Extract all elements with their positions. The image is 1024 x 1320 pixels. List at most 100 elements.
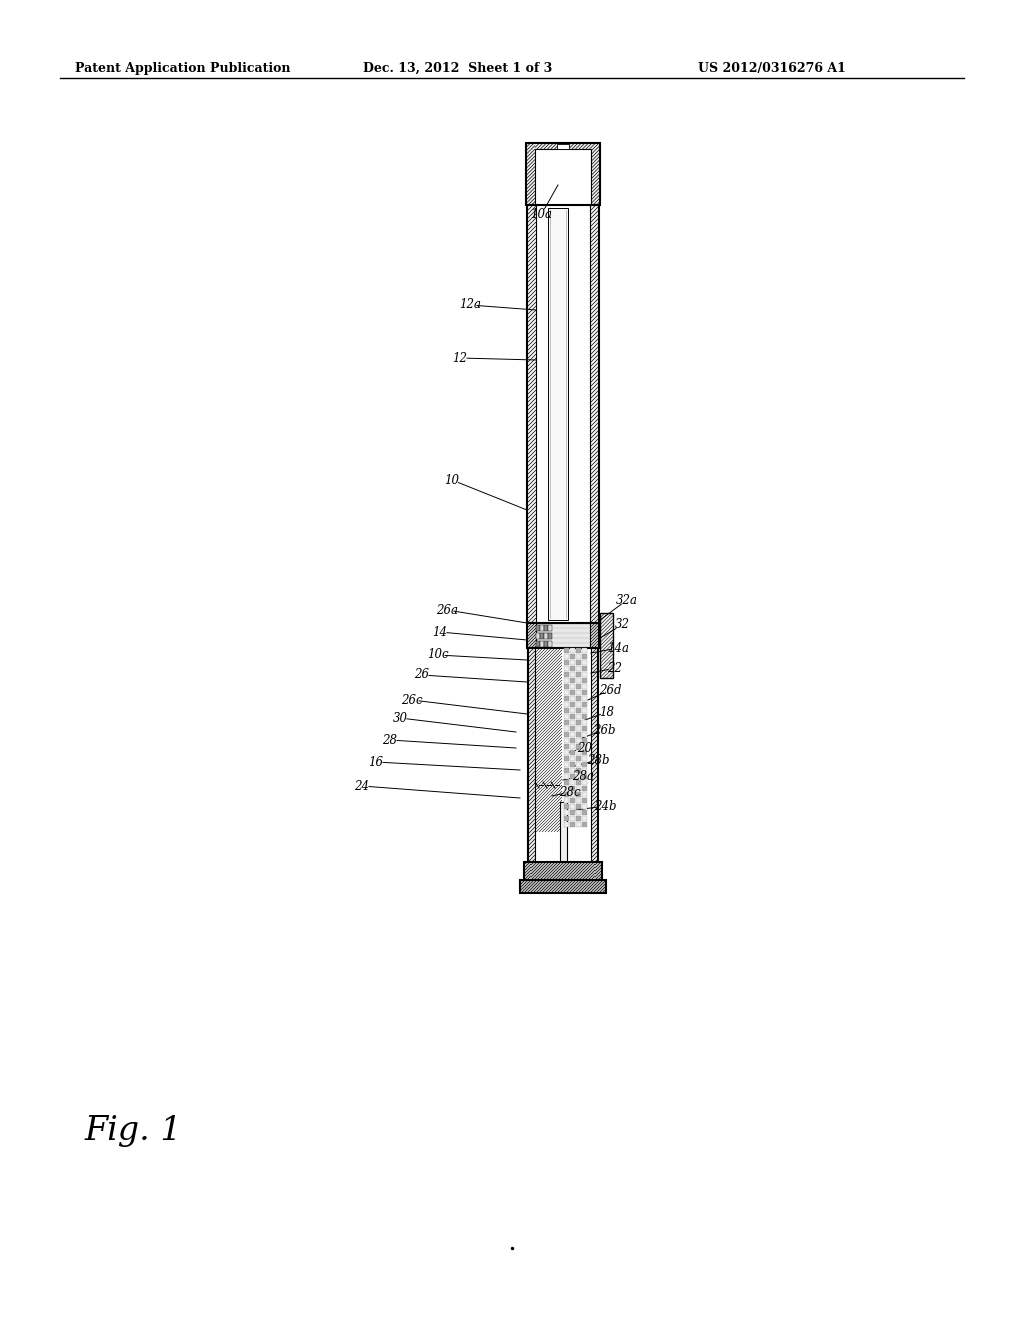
Bar: [564, 762, 569, 767]
Bar: [564, 660, 569, 665]
Bar: [582, 804, 587, 809]
Bar: [544, 624, 548, 631]
Text: 26c: 26c: [401, 693, 423, 706]
Bar: [575, 744, 581, 748]
Text: 12a: 12a: [459, 298, 481, 312]
Text: 32a: 32a: [616, 594, 638, 606]
Text: 18: 18: [599, 705, 614, 718]
Bar: [564, 804, 569, 809]
Bar: [564, 774, 569, 779]
Bar: [575, 714, 581, 719]
Bar: [575, 672, 581, 677]
Text: 16: 16: [369, 755, 384, 768]
Bar: [582, 756, 587, 762]
Bar: [564, 738, 569, 743]
Bar: [570, 726, 575, 731]
Bar: [535, 149, 591, 205]
Bar: [575, 738, 581, 743]
Bar: [570, 785, 575, 791]
Text: 28: 28: [383, 734, 397, 747]
Bar: [582, 702, 587, 708]
Text: 10: 10: [444, 474, 460, 487]
Bar: [544, 634, 548, 639]
Text: 10a: 10a: [530, 209, 552, 222]
Bar: [582, 733, 587, 737]
Text: 26a: 26a: [436, 603, 458, 616]
Bar: [570, 756, 575, 762]
Bar: [582, 678, 587, 682]
Bar: [536, 634, 540, 639]
Bar: [560, 803, 567, 882]
Bar: [570, 667, 575, 671]
Bar: [582, 792, 587, 797]
Bar: [575, 690, 581, 696]
Text: 26d: 26d: [599, 684, 622, 697]
Bar: [526, 143, 600, 205]
Text: 20: 20: [578, 742, 593, 755]
Bar: [575, 660, 581, 665]
Bar: [570, 672, 575, 677]
Bar: [540, 624, 544, 631]
Bar: [582, 690, 587, 696]
Bar: [564, 726, 569, 731]
Bar: [575, 733, 581, 737]
Bar: [582, 774, 587, 779]
Bar: [582, 785, 587, 791]
Bar: [570, 660, 575, 665]
Bar: [575, 768, 581, 774]
Bar: [575, 780, 581, 785]
Bar: [564, 744, 569, 748]
Text: 10c: 10c: [427, 648, 449, 661]
Text: 12: 12: [453, 351, 468, 364]
Bar: [570, 750, 575, 755]
Bar: [582, 719, 587, 725]
Bar: [582, 762, 587, 767]
Bar: [582, 744, 587, 748]
Bar: [527, 205, 599, 623]
Bar: [575, 792, 581, 797]
Bar: [564, 780, 569, 785]
Bar: [544, 642, 548, 647]
Bar: [536, 624, 540, 631]
Bar: [570, 714, 575, 719]
Bar: [582, 660, 587, 665]
Bar: [570, 738, 575, 743]
Bar: [535, 648, 591, 862]
Bar: [575, 822, 581, 828]
Bar: [564, 678, 569, 682]
Bar: [564, 672, 569, 677]
Bar: [564, 653, 569, 659]
Bar: [575, 696, 581, 701]
Bar: [564, 822, 569, 828]
Bar: [575, 667, 581, 671]
Bar: [582, 810, 587, 814]
Bar: [570, 648, 575, 653]
Bar: [564, 785, 569, 791]
Bar: [564, 810, 569, 814]
Bar: [536, 205, 590, 623]
Bar: [600, 612, 613, 678]
Text: Dec. 13, 2012  Sheet 1 of 3: Dec. 13, 2012 Sheet 1 of 3: [362, 62, 552, 75]
Bar: [582, 667, 587, 671]
Bar: [548, 642, 552, 647]
Bar: [528, 648, 598, 862]
Bar: [575, 648, 581, 653]
Bar: [582, 738, 587, 743]
Bar: [570, 774, 575, 779]
Bar: [570, 733, 575, 737]
Bar: [575, 785, 581, 791]
Bar: [557, 144, 569, 149]
Bar: [575, 756, 581, 762]
Bar: [575, 750, 581, 755]
Bar: [575, 726, 581, 731]
Bar: [564, 690, 569, 696]
Bar: [564, 799, 569, 803]
Text: 28b: 28b: [587, 754, 609, 767]
Text: Patent Application Publication: Patent Application Publication: [75, 62, 291, 75]
Bar: [570, 792, 575, 797]
Text: US 2012/0316276 A1: US 2012/0316276 A1: [698, 62, 846, 75]
Bar: [582, 653, 587, 659]
Bar: [520, 880, 606, 894]
Text: 26: 26: [415, 668, 429, 681]
Bar: [570, 768, 575, 774]
